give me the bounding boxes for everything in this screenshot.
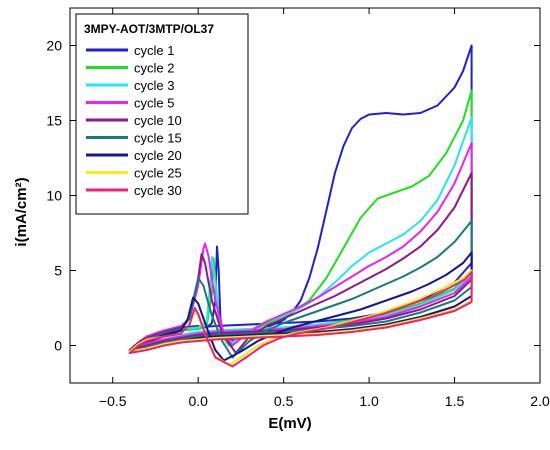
legend: 3MPY-AOT/3MTP/OL37 cycle 1 cycle 2 cycle 3…	[75, 13, 249, 215]
legend-label: cycle 3	[134, 78, 174, 93]
axis-ticks: −0.5 0.0 0.5 1.0 1.5 2.0 0 5 10 15 20	[46, 8, 550, 409]
legend-label: cycle 2	[134, 61, 174, 76]
y-tick-label: 10	[46, 188, 62, 204]
x-tick-label: 0.5	[274, 393, 294, 409]
legend-title: 3MPY-AOT/3MTP/OL37	[84, 22, 214, 36]
legend-label: cycle 5	[134, 96, 174, 111]
series-line-cycle-5	[128, 142, 473, 351]
legend-label: cycle 30	[134, 183, 182, 198]
legend-label: cycle 25	[134, 166, 182, 181]
y-tick-label: 5	[54, 263, 62, 279]
series-line-cycle-20	[128, 251, 473, 362]
x-tick-label: 1.0	[359, 393, 379, 409]
x-tick-label: −0.5	[99, 393, 127, 409]
legend-label: cycle 1	[134, 43, 174, 58]
x-tick-label: 0.0	[188, 393, 208, 409]
legend-box	[75, 13, 249, 215]
y-tick-label: 20	[46, 38, 62, 54]
y-axis-title: i(mA/cm²)	[13, 177, 30, 246]
legend-label: cycle 20	[134, 148, 182, 163]
x-axis-title: E(mV)	[268, 415, 311, 432]
series-lines	[128, 44, 473, 368]
series-line-cycle-15	[128, 220, 473, 359]
y-tick-label: 15	[46, 113, 62, 129]
x-tick-label: 2.0	[530, 393, 550, 409]
y-tick-label: 0	[54, 338, 62, 354]
x-tick-label: 1.5	[445, 393, 465, 409]
legend-label: cycle 15	[134, 131, 182, 146]
series-line-cycle-30	[128, 271, 473, 368]
legend-items: cycle 1 cycle 2 cycle 3 cycle 5 cycle 10 cycl…	[86, 43, 182, 198]
legend-label: cycle 10	[134, 113, 182, 128]
